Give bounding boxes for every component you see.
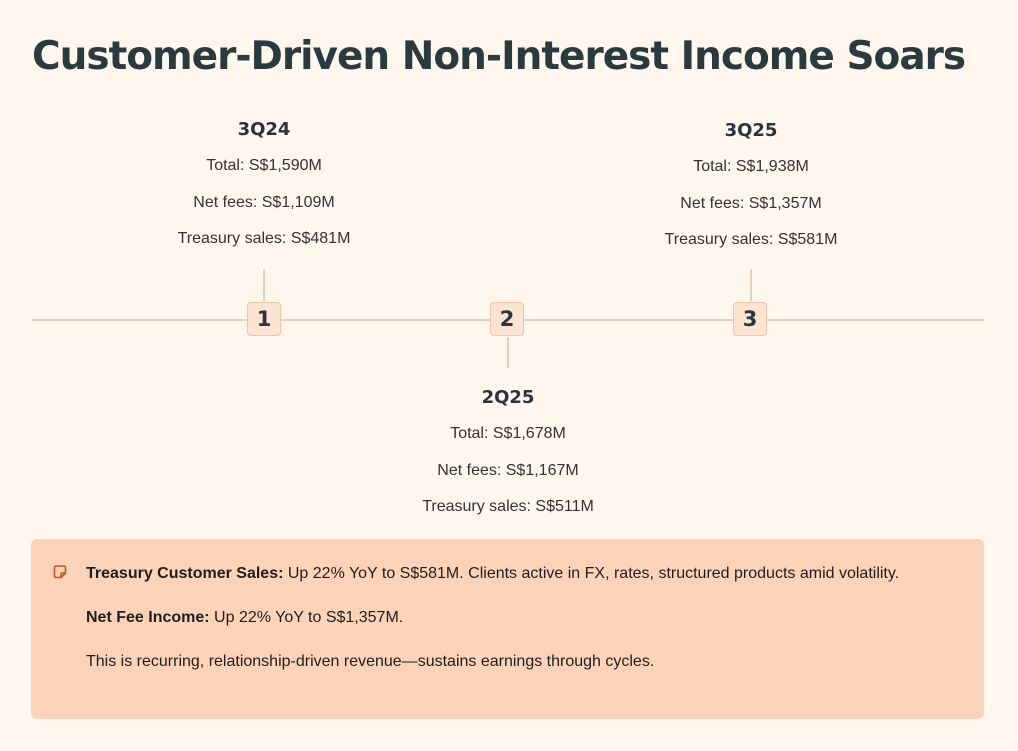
- event-connector-1: [263, 269, 265, 301]
- event-net-fees: Net fees: S$1,167M: [437, 461, 579, 479]
- page-title: Customer-Driven Non-Interest Income Soar…: [32, 34, 966, 79]
- event-treasury-sales: Treasury sales: S$481M: [177, 230, 351, 247]
- timeline-event-2: 2Q25 Total: S$1,678M Net fees: S$1,167M …: [368, 386, 648, 526]
- net-fee-note: Net Fee Income: Up 22% YoY to S$1,357M.: [86, 605, 944, 631]
- event-connector-3: [750, 269, 752, 301]
- timeline-event-1: 3Q24 Total: S$1,590M Net fees: S$1,109M …: [124, 118, 404, 258]
- event-label: 3Q25: [724, 120, 778, 141]
- event-total: Total: S$1,678M: [450, 425, 566, 442]
- timeline-event-3: 3Q25 Total: S$1,938M Net fees: S$1,357M …: [611, 119, 891, 259]
- event-net-fees: Net fees: S$1,357M: [680, 194, 822, 212]
- insight-callout: Treasury Customer Sales: Up 22% YoY to S…: [31, 539, 984, 719]
- event-treasury-sales: Treasury sales: S$581M: [664, 231, 838, 248]
- timeline-marker-2: 2: [490, 302, 524, 336]
- event-net-fees: Net fees: S$1,109M: [193, 193, 335, 211]
- net-fee-text: Up 22% YoY to S$1,357M.: [209, 609, 404, 626]
- net-fee-heading: Net Fee Income:: [86, 609, 210, 626]
- event-label: 3Q24: [237, 119, 291, 140]
- timeline-marker-1: 1: [247, 302, 281, 336]
- treasury-sales-text: Up 22% YoY to S$581M. Clients active in …: [283, 565, 900, 582]
- treasury-sales-note: Treasury Customer Sales: Up 22% YoY to S…: [86, 561, 944, 587]
- treasury-sales-heading: Treasury Customer Sales:: [86, 565, 284, 582]
- event-connector-2: [507, 337, 509, 368]
- event-treasury-sales: Treasury sales: S$511M: [422, 498, 594, 515]
- closing-note: This is recurring, relationship-driven r…: [86, 653, 655, 670]
- event-label: 2Q25: [481, 387, 535, 408]
- note-icon: [53, 565, 67, 579]
- timeline-marker-3: 3: [733, 302, 767, 336]
- event-total: Total: S$1,590M: [206, 157, 322, 174]
- event-total: Total: S$1,938M: [693, 158, 809, 175]
